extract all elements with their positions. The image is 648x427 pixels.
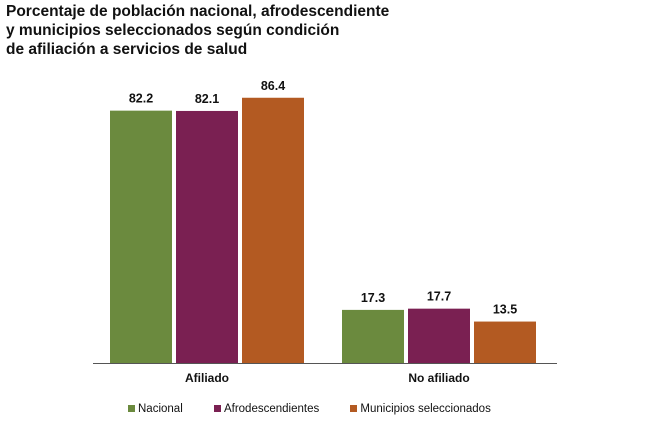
legend-swatch-municipios: [350, 405, 358, 412]
chart-title-line-1: Porcentaje de población nacional, afrode…: [6, 3, 390, 20]
legend-item-municipios: Municipios seleccionados: [350, 403, 491, 415]
category-label-2: No afiliado: [408, 371, 469, 385]
legend-label-municipios: Municipios seleccionados: [360, 403, 491, 415]
legend-swatch-nacional: [128, 405, 135, 412]
data-label-nacional-2: 17.3: [361, 291, 385, 305]
data-label-afrodescendientes-2: 17.7: [427, 290, 451, 304]
legend-item-afrodescendientes: Afrodescendientes: [213, 403, 320, 415]
bar-nacional-2: [342, 309, 404, 363]
chart-title-line-2: y municipios seleccionados según condici…: [6, 22, 340, 39]
bar-afrodescendientes-1: [176, 110, 238, 363]
chart-title: Porcentaje de población nacional, afrode…: [6, 2, 426, 59]
data-label-afrodescendientes-1: 82.1: [195, 92, 219, 106]
data-label-municipios-1: 86.4: [261, 79, 285, 93]
category-label-1: Afiliado: [185, 371, 229, 385]
chart-legend: Nacional Afrodescendientes Municipios se…: [128, 403, 491, 415]
chart-title-line-3: de afiliación a servicios de salud: [6, 41, 248, 58]
bar-nacional-1: [110, 110, 172, 364]
data-label-nacional-1: 82.2: [129, 92, 153, 106]
legend-swatch-afrodescendientes: [213, 405, 221, 412]
bar-chart: 82.2 82.1 86.4 Afiliado 17.3 17.7 13.5 No afili…: [93, 79, 557, 385]
bar-afrodescendientes-2: [408, 308, 470, 363]
legend-item-nacional: Nacional: [128, 403, 183, 415]
bar-municipios-2: [474, 321, 536, 363]
legend-label-nacional: Nacional: [138, 403, 183, 415]
legend-label-afrodescendientes: Afrodescendientes: [223, 403, 320, 415]
data-label-municipios-2: 13.5: [493, 303, 517, 317]
bar-municipios-1: [242, 97, 304, 363]
